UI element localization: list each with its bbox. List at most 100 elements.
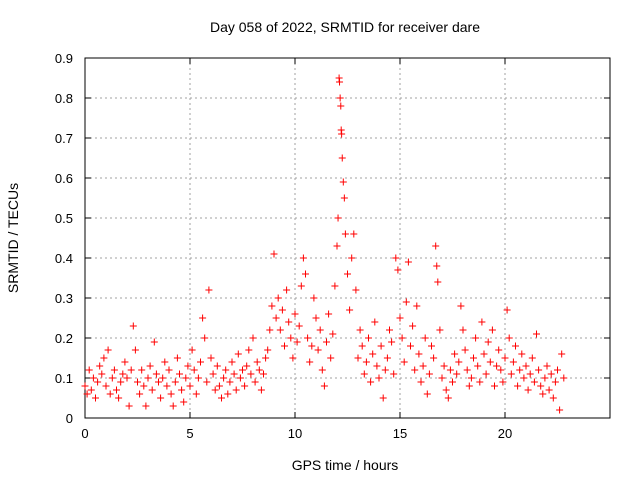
data-point: [188, 346, 196, 354]
data-point: [144, 374, 152, 382]
data-point: [338, 154, 346, 162]
data-point: [379, 394, 387, 402]
data-point: [234, 350, 242, 358]
data-point: [131, 346, 139, 354]
data-point: [100, 354, 108, 362]
data-point: [440, 362, 448, 370]
data-point: [518, 350, 526, 358]
data-point: [341, 230, 349, 238]
data-point: [539, 390, 547, 398]
data-point: [306, 358, 314, 366]
data-point: [336, 78, 344, 86]
data-point: [222, 366, 230, 374]
data-point: [430, 354, 438, 362]
data-point: [220, 374, 228, 382]
data-point: [129, 322, 137, 330]
data-point: [421, 334, 429, 342]
data-point: [338, 130, 346, 138]
data-point: [386, 326, 393, 334]
data-point: [218, 394, 225, 402]
data-point: [283, 286, 291, 294]
y-tick-label: 0.7: [55, 131, 73, 146]
data-point: [528, 354, 536, 362]
data-point: [537, 382, 545, 390]
data-point: [367, 378, 375, 386]
data-point: [205, 286, 213, 294]
x-tick-label: 15: [393, 426, 407, 441]
x-tick-label: 10: [288, 426, 302, 441]
y-tick-label: 0.1: [55, 371, 73, 386]
data-point: [434, 278, 442, 286]
data-point: [276, 326, 284, 334]
data-point: [545, 386, 553, 394]
data-point: [333, 242, 341, 250]
data-point: [470, 354, 477, 362]
data-point: [81, 382, 89, 390]
data-point: [533, 330, 540, 338]
data-point: [360, 370, 368, 378]
data-point: [201, 334, 209, 342]
data-point: [94, 378, 102, 386]
data-point: [505, 334, 513, 342]
data-point: [402, 298, 410, 306]
x-axis-label: GPS time / hours: [292, 457, 399, 473]
data-points: [81, 74, 568, 414]
data-point: [173, 354, 181, 362]
data-point: [362, 358, 370, 366]
data-point: [522, 362, 530, 370]
data-point: [310, 294, 318, 302]
data-point: [558, 350, 566, 358]
data-point: [396, 314, 404, 322]
data-point: [194, 374, 202, 382]
data-point: [444, 394, 452, 402]
data-point: [327, 354, 335, 362]
data-point: [155, 378, 162, 386]
data-point: [495, 346, 503, 354]
data-point: [530, 378, 538, 386]
data-point: [476, 378, 484, 386]
data-point: [308, 342, 316, 350]
data-point: [87, 386, 95, 394]
data-point: [203, 378, 211, 386]
data-point: [432, 242, 440, 250]
data-point: [442, 386, 450, 394]
data-point: [480, 350, 488, 358]
x-tick-label: 20: [498, 426, 512, 441]
data-point: [232, 386, 240, 394]
data-point: [228, 358, 236, 366]
data-point: [365, 334, 372, 342]
x-tick-label: 0: [81, 426, 88, 441]
data-point: [436, 326, 444, 334]
data-point: [178, 386, 186, 394]
data-point: [291, 310, 299, 318]
data-point: [438, 374, 446, 382]
data-point: [134, 378, 141, 386]
data-point: [167, 390, 175, 398]
data-point: [472, 334, 480, 342]
data-point: [180, 398, 188, 406]
y-tick-label: 0.2: [55, 331, 73, 346]
data-point: [295, 322, 303, 330]
data-point: [104, 346, 112, 354]
y-tick-label: 0.8: [55, 91, 73, 106]
data-point: [230, 370, 238, 378]
data-point: [150, 338, 158, 346]
data-point: [264, 346, 272, 354]
data-point: [486, 358, 494, 366]
data-point: [524, 386, 532, 394]
data-point: [142, 402, 150, 410]
data-point: [113, 386, 120, 394]
data-point: [299, 254, 307, 262]
data-point: [92, 394, 99, 402]
data-point: [392, 254, 400, 262]
data-point: [331, 282, 339, 290]
data-point: [394, 266, 402, 274]
data-point: [488, 326, 496, 334]
data-point: [491, 382, 498, 390]
data-point: [159, 374, 167, 382]
data-point: [247, 370, 255, 378]
data-point: [400, 358, 408, 366]
y-tick-label: 0.4: [55, 251, 73, 266]
data-point: [209, 370, 217, 378]
